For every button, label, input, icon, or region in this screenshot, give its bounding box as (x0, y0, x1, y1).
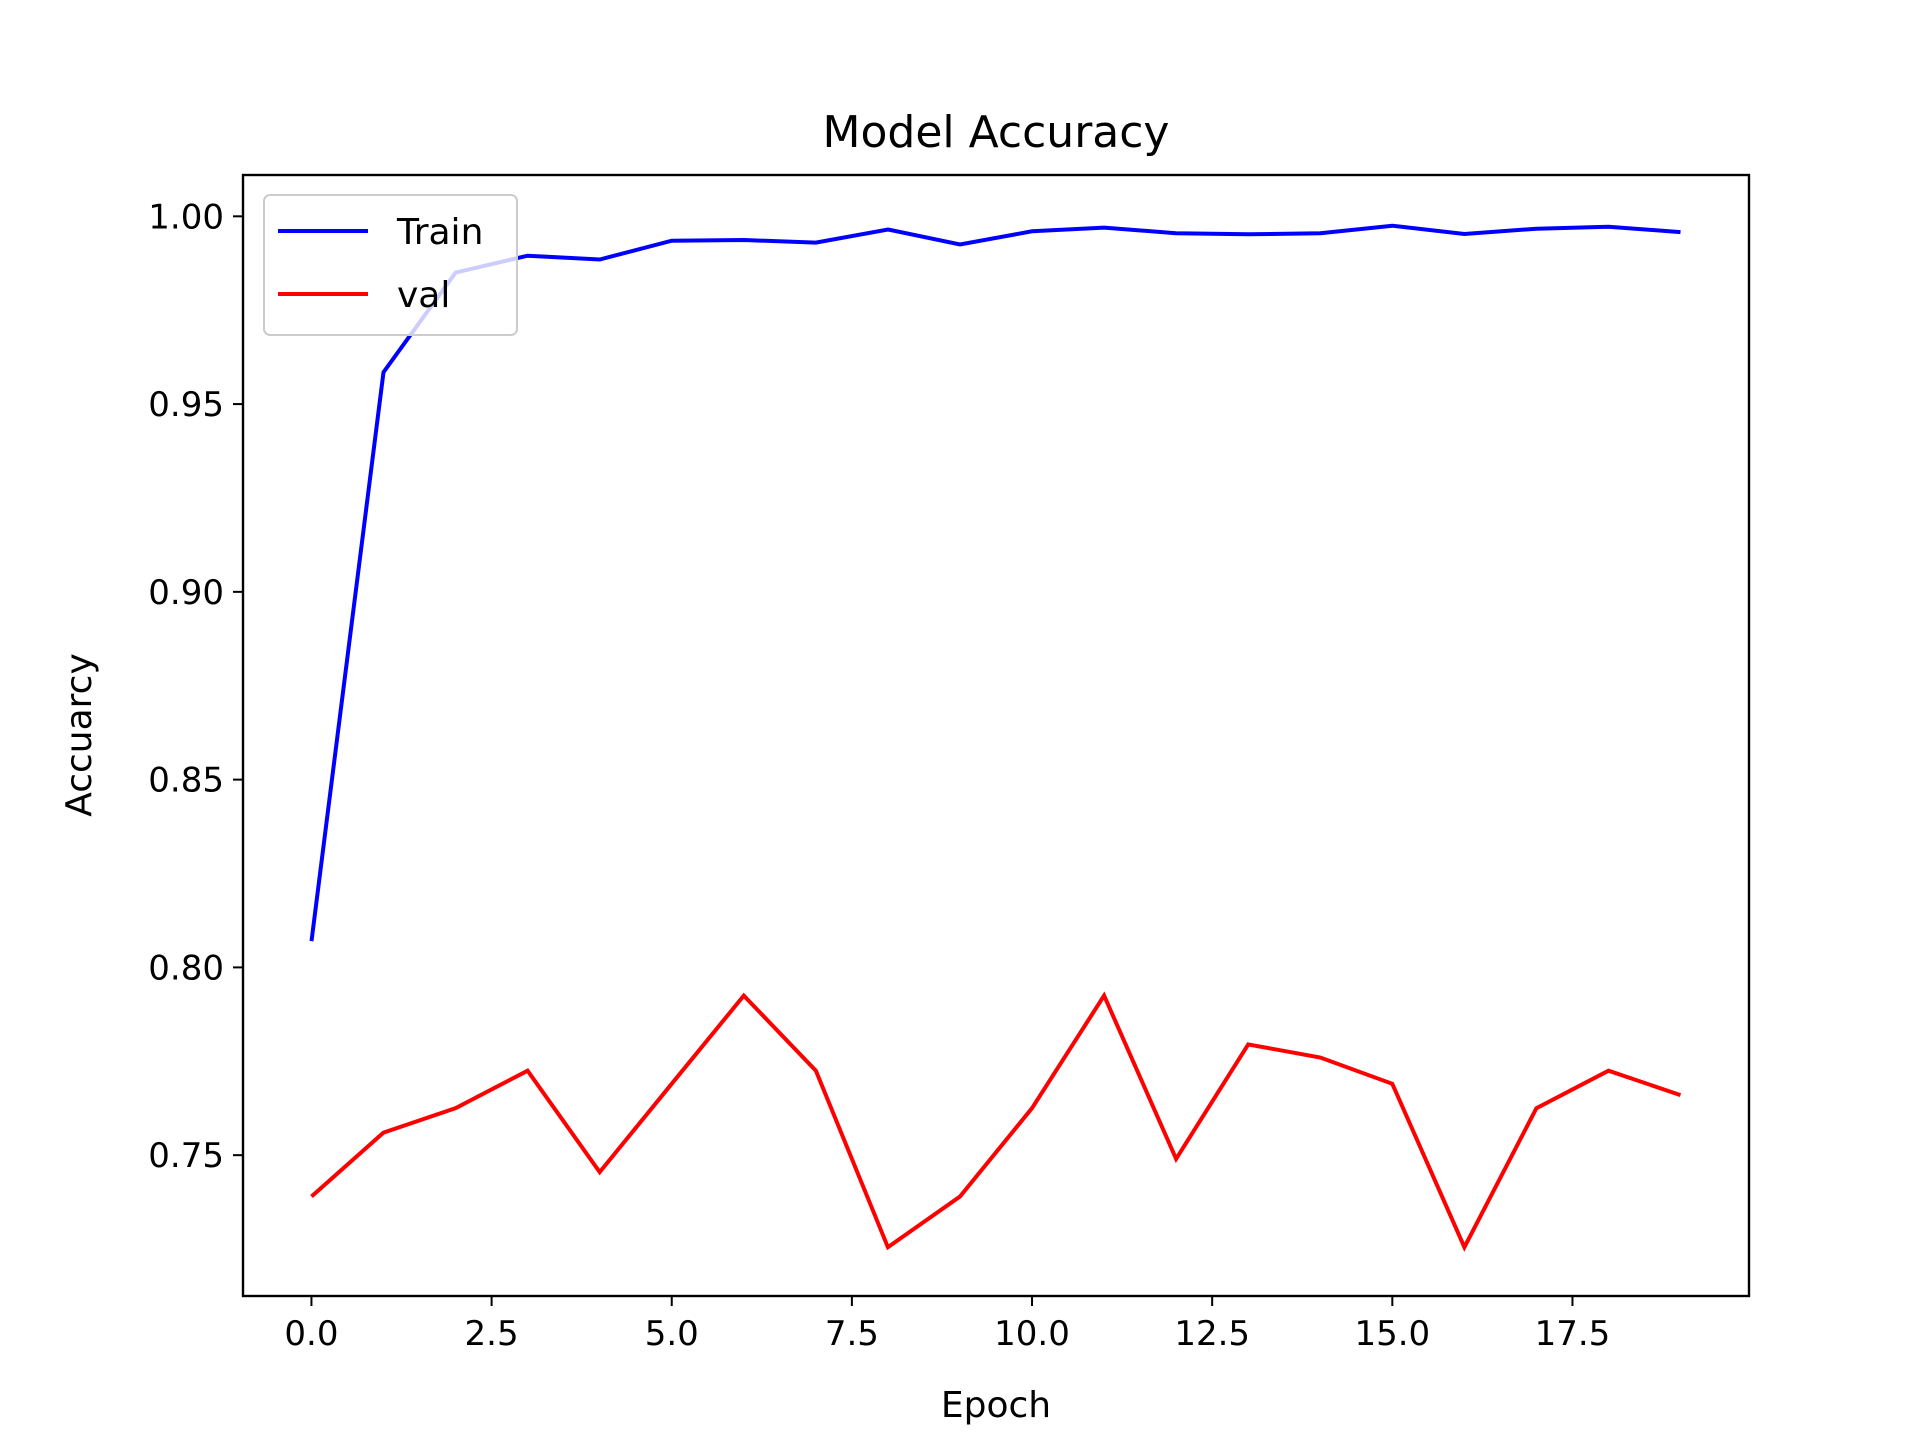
series-line-train (309, 223, 1681, 942)
x-axis-ticks: 0.0 2.5 5.0 7.5 10.0 12.5 15.0 17.5 (284, 1296, 1610, 1354)
x-tick-label: 12.5 (1174, 1314, 1250, 1354)
y-tick-label: 0.75 (148, 1136, 224, 1176)
legend-label-val: val (397, 275, 450, 316)
x-tick-label: 15.0 (1354, 1314, 1430, 1354)
x-tick-label: 7.5 (825, 1314, 879, 1354)
chart-title: Model Accuracy (823, 107, 1170, 158)
legend-label-train: Train (396, 212, 483, 253)
y-tick-label: 1.00 (148, 197, 224, 237)
x-tick-label: 2.5 (465, 1314, 519, 1354)
x-axis-label: Epoch (941, 1385, 1051, 1426)
y-tick-label: 0.90 (148, 573, 224, 613)
x-tick-label: 5.0 (645, 1314, 699, 1354)
y-axis-label: Accuarcy (59, 653, 100, 817)
series-layer (309, 223, 1682, 1252)
y-tick-label: 0.95 (148, 385, 224, 425)
x-tick-label: 17.5 (1535, 1314, 1611, 1354)
x-tick-label: 10.0 (994, 1314, 1070, 1354)
series-line-val (310, 991, 1682, 1252)
y-tick-label: 0.85 (148, 761, 224, 801)
x-tick-label: 0.0 (284, 1314, 338, 1354)
y-axis-ticks: 0.75 0.80 0.85 0.90 0.95 1.00 (148, 197, 243, 1176)
plot-area-frame (241, 173, 1751, 1298)
legend: Train val (263, 194, 518, 336)
y-tick-label: 0.80 (148, 948, 224, 988)
